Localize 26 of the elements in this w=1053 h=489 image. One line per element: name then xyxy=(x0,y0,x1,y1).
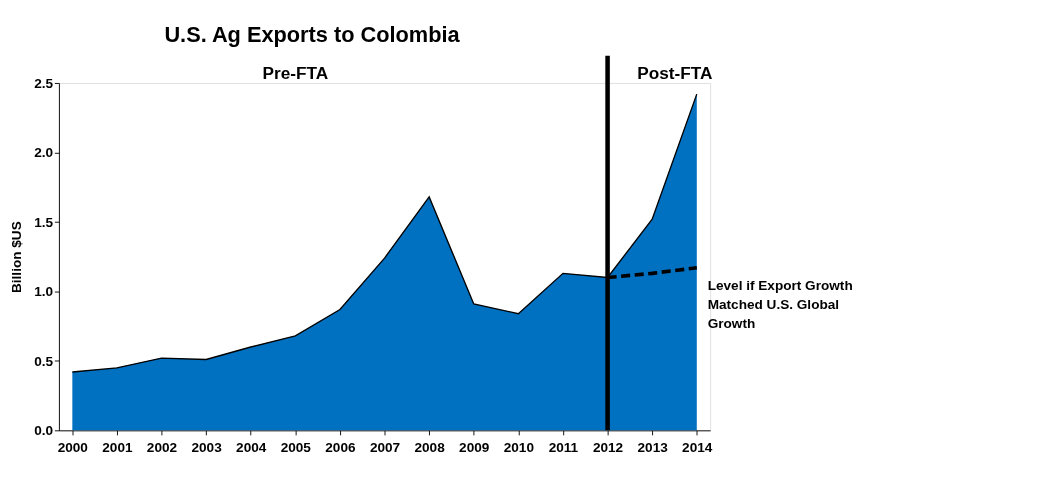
x-tick-label: 2003 xyxy=(191,439,223,455)
x-tick-label: 2009 xyxy=(459,439,490,455)
x-tick-label: 2013 xyxy=(637,439,669,455)
x-tick-label: 2014 xyxy=(682,439,713,455)
y-tick-label: 0.0 xyxy=(34,423,54,439)
x-tick-label: 2007 xyxy=(369,439,401,455)
x-tick-label: 2001 xyxy=(102,439,133,455)
x-tick-label: 2005 xyxy=(280,439,312,455)
y-axis-title: Billion $US xyxy=(8,221,24,294)
y-tick-label: 1.5 xyxy=(34,214,54,230)
x-tick-label: 2004 xyxy=(236,439,267,455)
text: Post-FTA xyxy=(637,63,713,84)
x-tick-label: 2010 xyxy=(503,439,534,455)
text: Pre-FTA xyxy=(262,63,329,84)
y-tick-label: 2.0 xyxy=(34,145,54,161)
y-tick-label: 0.5 xyxy=(34,353,54,369)
x-tick-label: 2011 xyxy=(548,439,579,455)
chart-title: U.S. Ag Exports to Colombia xyxy=(164,21,461,47)
x-tick-label: 2012 xyxy=(592,439,624,455)
x-tick-label: 2002 xyxy=(146,439,178,455)
x-tick-label: 2000 xyxy=(57,439,88,455)
x-tick-label: 2008 xyxy=(414,439,446,455)
x-tick-label: 2006 xyxy=(325,439,356,455)
series-label: Level if Export Growth Matched U.S. Global Growth xyxy=(707,277,853,331)
y-tick-label: 2.5 xyxy=(34,75,54,91)
y-tick-label: 1.0 xyxy=(34,284,54,300)
